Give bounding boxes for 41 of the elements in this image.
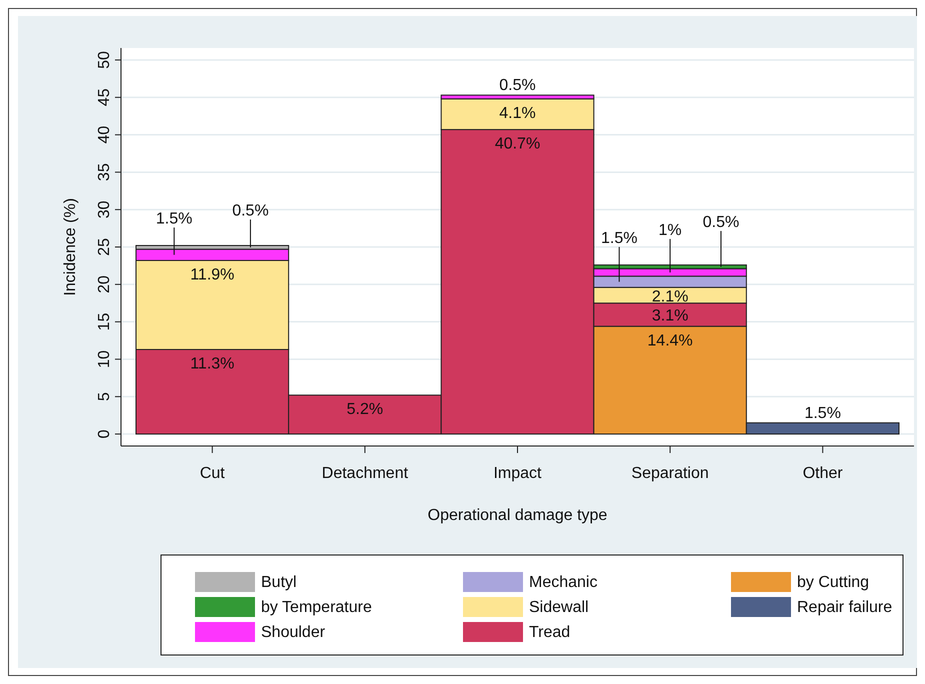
y-axis-title: Incidence (%) [62, 198, 79, 296]
data-label: 2.1% [652, 288, 688, 306]
y-tick-label: 45 [96, 88, 113, 106]
legend-label: Sidewall [529, 599, 589, 616]
y-tick-label: 30 [96, 200, 113, 218]
x-tick-label: Cut [200, 465, 226, 482]
data-label: 1% [658, 222, 682, 239]
data-label: 1.5% [804, 404, 841, 422]
x-axis-title: Operational damage type [428, 507, 608, 524]
data-label: 1.5% [601, 230, 638, 247]
legend-label: by Temperature [261, 599, 372, 616]
legend-label: by Cutting [797, 574, 870, 591]
data-label: 14.4% [647, 332, 693, 350]
data-label: 3.1% [652, 308, 688, 325]
y-tick-label: 15 [96, 312, 113, 331]
data-label: 5.2% [346, 401, 384, 418]
x-tick-label: Other [802, 465, 844, 482]
data-label: 11.9% [190, 266, 234, 284]
data-label: 11.3% [190, 355, 234, 372]
legend-label: Repair failure [797, 599, 892, 616]
legend-label: Mechanic [529, 574, 598, 591]
y-tick-label: 40 [96, 126, 113, 144]
y-tick-label: 35 [96, 163, 113, 182]
x-tick-label: Separation [631, 465, 709, 482]
legend-label: Tread [529, 624, 570, 641]
data-label: 0.5% [702, 214, 740, 231]
x-tick-label: Impact [493, 465, 542, 482]
y-tick-label: 0 [96, 429, 113, 438]
y-tick-label: 25 [96, 238, 113, 256]
data-label: 1.5% [156, 210, 192, 228]
data-label: 0.5% [499, 77, 536, 94]
legend-label: Shoulder [261, 624, 326, 641]
y-tick-label: 10 [96, 350, 113, 368]
x-tick-label: Detachment [322, 465, 409, 482]
data-label: 40.7% [494, 136, 540, 153]
data-label: 0.5% [232, 202, 269, 220]
y-tick-label: 20 [96, 275, 113, 294]
y-tick-label: 5 [96, 392, 113, 402]
legend-label: Butyl [261, 574, 297, 591]
data-label: 4.1% [499, 104, 536, 122]
y-tick-label: 50 [96, 50, 113, 69]
